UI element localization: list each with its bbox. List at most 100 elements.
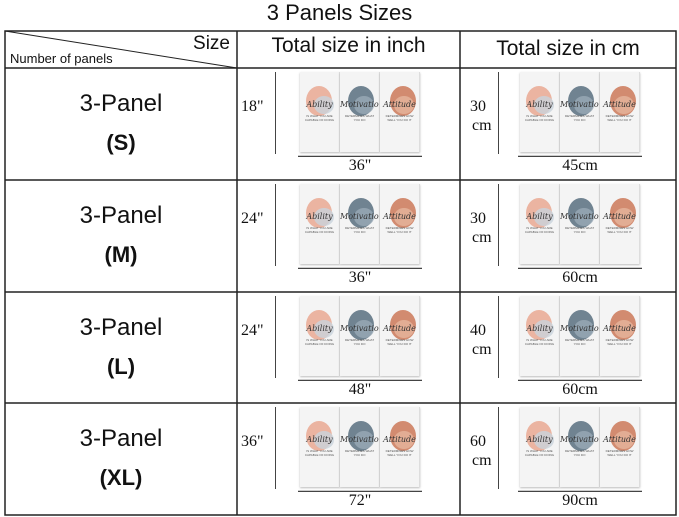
paint-blob	[534, 319, 554, 338]
height-cm: 30	[470, 209, 486, 227]
art-caption: DETERMINES WHAT YOU DO	[564, 449, 595, 458]
paint-blob	[394, 319, 414, 338]
row-size: (L)	[106, 353, 136, 379]
height-arrow	[275, 183, 276, 266]
art-panel: Motivation DETERMINES WHAT YOU DO	[340, 295, 380, 376]
art-panel: Attitude DETERMINES HOW WELL YOU DO IT	[380, 295, 420, 376]
art-caption: DETERMINES HOW WELL YOU DO IT	[385, 114, 414, 122]
art-panel: Ability IS WHAT YOU ARE CAPABLE OF DOING	[520, 407, 560, 488]
height-cm: 30	[470, 98, 486, 115]
art-word: Attitude	[383, 100, 416, 109]
art-word: Attitude	[603, 435, 636, 445]
art-word: Ability	[306, 435, 333, 445]
art-word: Ability	[306, 100, 333, 109]
width-inch: 48"	[348, 380, 372, 398]
paint-blob	[614, 431, 634, 450]
art-panel: Ability IS WHAT YOU ARE CAPABLE OF DOING	[300, 295, 340, 376]
width-cm: 90cm	[562, 492, 598, 510]
art-caption: IS WHAT YOU ARE CAPABLE OF DOING	[524, 114, 555, 122]
width-inch: 36"	[348, 157, 372, 174]
paint-blob	[614, 96, 634, 114]
art-panel: Attitude DETERMINES HOW WELL YOU DO IT	[600, 407, 640, 488]
width-cm: 45cm	[562, 157, 598, 174]
height-inch: 36"	[241, 433, 264, 451]
art-word: Motivation	[340, 323, 380, 333]
art-panel: Ability IS WHAT YOU ARE CAPABLE OF DOING	[520, 183, 560, 264]
paint-blob	[534, 207, 554, 226]
row-size: (XL)	[99, 465, 143, 491]
art-caption: DETERMINES HOW WELL YOU DO IT	[385, 449, 414, 458]
art-word: Attitude	[603, 211, 636, 221]
art-word: Motivation	[560, 100, 600, 109]
paint-blob	[574, 96, 594, 114]
art-word: Ability	[306, 211, 333, 221]
header-inch: Total size in inch	[271, 34, 426, 57]
art-caption: IS WHAT YOU ARE CAPABLE OF DOING	[304, 449, 335, 458]
paint-blob	[314, 431, 334, 450]
art-word: Ability	[526, 435, 553, 445]
art-panel: Attitude DETERMINES HOW WELL YOU DO IT	[380, 183, 420, 264]
row-label: 3-Panel	[79, 201, 163, 229]
paint-blob	[394, 431, 414, 450]
art-panel: Attitude DETERMINES HOW WELL YOU DO IT	[380, 72, 420, 152]
art-caption: DETERMINES WHAT YOU DO	[344, 337, 375, 346]
art-panel: Attitude DETERMINES HOW WELL YOU DO IT	[380, 407, 420, 488]
height-inch: 24"	[241, 321, 264, 339]
height-arrow	[498, 295, 499, 378]
art-caption: DETERMINES HOW WELL YOU DO IT	[385, 337, 414, 346]
row-size: (M)	[104, 241, 138, 267]
height-arrow	[498, 407, 499, 490]
height-cm-unit: cm	[472, 452, 492, 470]
artwork: Ability IS WHAT YOU ARE CAPABLE OF DOING M…	[520, 72, 640, 152]
art-word: Ability	[306, 323, 333, 333]
row-label: 3-Panel	[79, 425, 163, 453]
art-panel: Attitude DETERMINES HOW WELL YOU DO IT	[600, 295, 640, 376]
art-caption: DETERMINES HOW WELL YOU DO IT	[605, 449, 634, 458]
art-caption: DETERMINES WHAT YOU DO	[564, 225, 595, 234]
artwork: Ability IS WHAT YOU ARE CAPABLE OF DOING M…	[300, 295, 420, 376]
art-caption: DETERMINES HOW WELL YOU DO IT	[605, 337, 634, 346]
header-size: Size	[193, 33, 230, 54]
art-panel: Ability IS WHAT YOU ARE CAPABLE OF DOING	[520, 72, 560, 152]
height-arrow	[275, 72, 276, 154]
width-cm: 60cm	[562, 268, 598, 286]
art-panel: Ability IS WHAT YOU ARE CAPABLE OF DOING	[300, 72, 340, 152]
art-caption: DETERMINES HOW WELL YOU DO IT	[605, 225, 634, 234]
paint-blob	[354, 431, 374, 450]
paint-blob	[354, 96, 374, 114]
art-caption: DETERMINES HOW WELL YOU DO IT	[385, 225, 414, 234]
paint-blob	[394, 207, 414, 226]
art-word: Attitude	[603, 323, 636, 333]
art-caption: DETERMINES WHAT YOU DO	[344, 449, 375, 458]
art-panel: Motivation DETERMINES WHAT YOU DO	[560, 295, 600, 376]
width-inch: 36"	[348, 268, 372, 286]
art-caption: DETERMINES HOW WELL YOU DO IT	[605, 114, 634, 122]
art-panel: Attitude DETERMINES HOW WELL YOU DO IT	[600, 183, 640, 264]
paint-blob	[534, 431, 554, 450]
art-caption: DETERMINES WHAT YOU DO	[564, 114, 595, 122]
art-panel: Motivation DETERMINES WHAT YOU DO	[340, 407, 380, 488]
height-arrow	[498, 72, 499, 154]
title: 3 Panels Sizes	[266, 0, 413, 25]
art-caption: IS WHAT YOU ARE CAPABLE OF DOING	[524, 337, 555, 346]
width-arrow	[518, 379, 642, 381]
art-word: Motivation	[560, 435, 600, 445]
width-arrow	[298, 267, 422, 269]
width-cm: 60cm	[562, 380, 598, 398]
width-arrow	[518, 491, 642, 493]
art-caption: DETERMINES WHAT YOU DO	[344, 225, 375, 234]
width-arrow	[518, 267, 642, 269]
art-word: Attitude	[383, 323, 416, 333]
art-panel: Ability IS WHAT YOU ARE CAPABLE OF DOING	[300, 183, 340, 264]
art-panel: Motivation DETERMINES WHAT YOU DO	[560, 72, 600, 152]
art-panel: Ability IS WHAT YOU ARE CAPABLE OF DOING	[520, 295, 560, 376]
height-cm: 40	[470, 321, 486, 339]
art-word: Attitude	[603, 100, 636, 109]
paint-blob	[574, 319, 594, 338]
art-caption: IS WHAT YOU ARE CAPABLE OF DOING	[524, 225, 555, 234]
paint-blob	[614, 207, 634, 226]
height-cm-unit: cm	[472, 117, 492, 134]
artwork: Ability IS WHAT YOU ARE CAPABLE OF DOING M…	[520, 407, 640, 488]
row-size: (S)	[106, 130, 136, 155]
